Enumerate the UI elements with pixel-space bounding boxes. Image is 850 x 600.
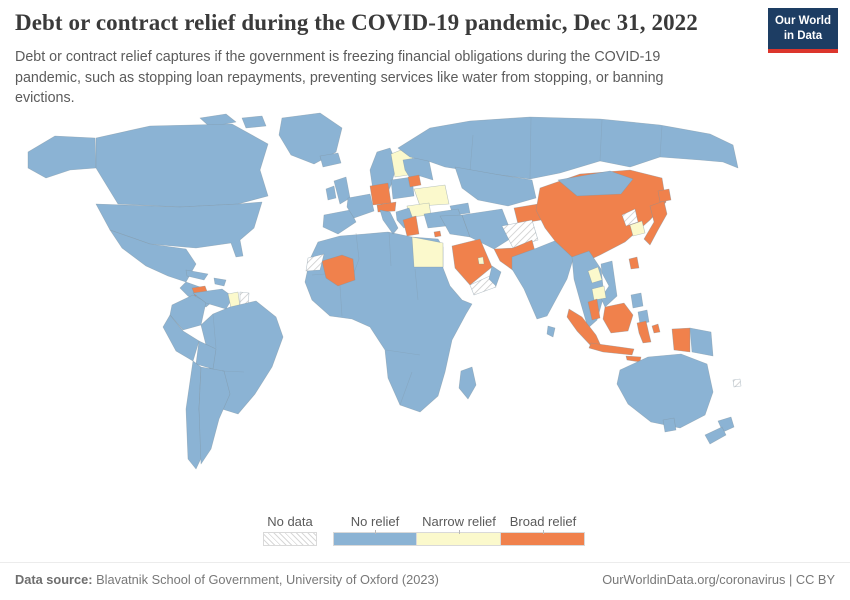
country-yemen[interactable] — [469, 274, 497, 296]
country-australia[interactable] — [616, 353, 714, 429]
country-qatar[interactable] — [477, 256, 485, 265]
country-iberia[interactable] — [322, 209, 357, 235]
country-cuba[interactable] — [185, 269, 209, 281]
legend-no-data-swatch[interactable] — [263, 532, 317, 546]
legend-tick — [543, 530, 544, 534]
legend-swatch-no-relief[interactable] — [333, 532, 417, 546]
legend-label: Narrow relief — [422, 514, 496, 529]
legend-item-broad-relief[interactable]: Broad relief — [501, 514, 585, 546]
country-mali[interactable] — [321, 254, 356, 287]
country-france[interactable] — [346, 193, 375, 219]
country-mongolia[interactable] — [557, 170, 634, 197]
data-source-label: Data source: — [15, 572, 93, 587]
country-borders — [212, 313, 245, 373]
data-source: Data source: Blavatnik School of Governm… — [15, 572, 439, 587]
country-canada[interactable] — [199, 113, 237, 128]
country-cambodia[interactable] — [591, 285, 607, 301]
page-title: Debt or contract relief during the COVID… — [15, 10, 698, 35]
country-sri-lanka[interactable] — [546, 325, 556, 338]
country-philippines[interactable] — [637, 309, 650, 325]
country-canada[interactable] — [95, 123, 269, 208]
country-japan[interactable] — [643, 200, 668, 246]
country-laos[interactable] — [587, 266, 603, 284]
country-indonesia[interactable] — [636, 320, 652, 344]
country-india[interactable] — [511, 239, 575, 320]
choropleth-svg — [27, 112, 742, 470]
legend-no-data: No data — [263, 514, 317, 546]
country-north-korea[interactable] — [621, 208, 639, 227]
country-ireland[interactable] — [325, 185, 337, 201]
country-hispaniola[interactable] — [213, 277, 227, 287]
legend-no-data-label: No data — [267, 514, 313, 529]
country-taiwan[interactable] — [628, 256, 640, 270]
country-germany[interactable] — [369, 182, 392, 206]
country-central-asia[interactable] — [454, 166, 537, 207]
owid-logo[interactable]: Our World in Data — [767, 8, 838, 53]
country-austria[interactable] — [376, 201, 397, 213]
country-poland[interactable] — [390, 176, 415, 200]
country-madagascar[interactable] — [458, 366, 477, 400]
legend-label: No relief — [350, 514, 400, 529]
country-indonesia[interactable] — [602, 302, 634, 334]
country-canada[interactable] — [241, 115, 267, 129]
country-iran[interactable] — [461, 208, 514, 250]
legend-swatch-narrow-relief[interactable] — [417, 532, 501, 546]
data-source-text: Blavatnik School of Government, Universi… — [92, 572, 439, 587]
country-borders — [469, 117, 663, 180]
country-philippines[interactable] — [630, 292, 644, 309]
country-lithuania[interactable] — [407, 174, 422, 188]
owid-logo-line1: Our World — [774, 15, 831, 27]
country-papua-new-guinea[interactable] — [689, 327, 714, 357]
country-ukraine[interactable] — [413, 184, 450, 207]
legend-item-no-relief[interactable]: No relief — [333, 514, 417, 546]
country-egypt[interactable] — [411, 236, 444, 268]
world-map — [0, 110, 850, 510]
chart-subtitle: Debt or contract relief captures if the … — [15, 49, 664, 107]
legend-tick — [459, 530, 460, 534]
country-russia[interactable] — [397, 116, 739, 180]
country-tasmania[interactable] — [662, 417, 677, 433]
legend-swatch-broad-relief[interactable] — [501, 532, 585, 546]
country-cyprus[interactable] — [433, 230, 442, 238]
legend-bar: No relief Narrow relief Broad relief — [333, 514, 585, 546]
map-legend: No data No relief Narrow relief Broad re… — [263, 514, 585, 546]
country-oman[interactable] — [488, 265, 502, 287]
country-venezuela[interactable] — [192, 288, 234, 310]
legend-tick — [375, 530, 376, 534]
country-china[interactable] — [535, 169, 667, 263]
country-indonesia[interactable] — [671, 327, 691, 353]
country-indonesia[interactable] — [651, 323, 661, 334]
chart-footer: Data source: Blavatnik School of Governm… — [0, 562, 850, 587]
country-united-states[interactable] — [27, 135, 97, 179]
country-japan[interactable] — [657, 188, 672, 203]
country-new-zealand[interactable] — [704, 426, 727, 445]
country-western-sahara[interactable] — [305, 253, 325, 272]
owid-link[interactable]: OurWorldinData.org/coronavirus | CC BY — [602, 572, 835, 587]
country-vietnam[interactable] — [600, 260, 618, 308]
country-south-korea[interactable] — [629, 220, 646, 237]
country-greece[interactable] — [402, 215, 420, 237]
country-indonesia[interactable] — [588, 342, 635, 356]
country-malaysia[interactable] — [587, 298, 601, 321]
country-fiji[interactable] — [732, 378, 742, 388]
legend-label: Broad relief — [509, 514, 577, 529]
country-saudi-arabia[interactable] — [451, 238, 493, 286]
owid-logo-line2: in Data — [783, 29, 823, 42]
legend-item-narrow-relief[interactable]: Narrow relief — [417, 514, 501, 546]
country-argentina[interactable] — [198, 366, 231, 465]
country-iceland[interactable] — [319, 152, 342, 168]
country-italy[interactable] — [379, 209, 399, 235]
